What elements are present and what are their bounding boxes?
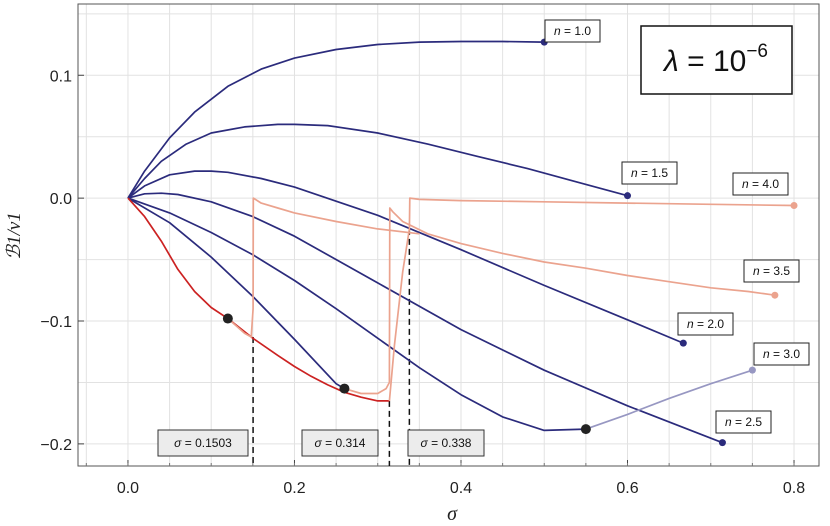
sigma-value: = 0.314 <box>322 436 366 450</box>
curve-label: n = 3.0 <box>763 347 800 361</box>
y-tick-label: −0.1 <box>40 314 72 331</box>
curve-segment <box>585 369 753 430</box>
curve-segment <box>127 197 229 320</box>
curve-label-value: = 1.0 <box>561 24 592 38</box>
end-marker <box>771 291 779 299</box>
end-marker <box>718 439 726 447</box>
lambda-exponent: −6 <box>746 41 768 62</box>
end-marker <box>748 366 756 374</box>
sigma-label: σ = 0.314 <box>315 436 366 450</box>
curve-label-symbol: n <box>753 264 760 278</box>
x-axis-title: σ <box>447 503 458 525</box>
curve-label-box <box>732 172 789 196</box>
curve-segment <box>127 123 628 199</box>
curve-segment <box>344 207 776 395</box>
transition-marker <box>339 383 350 394</box>
curve-label-box <box>677 312 734 336</box>
curve-segment <box>127 170 684 344</box>
curve-label-symbol: n <box>554 24 561 38</box>
sigma-label: σ = 0.1503 <box>174 436 232 450</box>
sigma-symbol: σ <box>315 436 323 450</box>
sigma-label-box <box>407 429 485 457</box>
x-tick-label: 0.0 <box>117 480 139 497</box>
curve-label-symbol: n <box>742 177 749 191</box>
curve-label-box <box>621 161 678 185</box>
curve-label-box <box>743 259 800 283</box>
sigma-value: = 0.1503 <box>181 436 232 450</box>
curve-label-box <box>544 19 601 43</box>
svg-text:λ = 10−6: λ = 10−6 <box>662 41 768 78</box>
curve-label-symbol: n <box>763 347 770 361</box>
sigma-value: = 0.338 <box>428 436 472 450</box>
lambda-annotation: λ = 10−6 <box>640 25 793 95</box>
curve-label: n = 2.5 <box>725 415 762 429</box>
curve-label: n = 1.0 <box>554 24 591 38</box>
sigma-label-box <box>157 429 249 457</box>
lambda-equals: = 10 <box>679 45 747 78</box>
curve-segment <box>127 40 545 199</box>
axis-ticks: 0.0 0.2 0.4 0.6 0.8 0.1 0.0 −0.1 −0.2 <box>40 68 805 497</box>
plot-frame <box>77 3 820 467</box>
curve-label: n = 2.0 <box>687 317 724 331</box>
y-axis-title: ℬ1/v1 <box>4 212 25 260</box>
markers <box>222 38 798 447</box>
end-marker <box>679 339 687 347</box>
lambda-symbol: λ <box>662 45 679 78</box>
sigma-label-box <box>301 429 379 457</box>
x-tick-label: 0.4 <box>450 480 472 497</box>
curve-segment <box>127 197 345 390</box>
end-marker <box>624 192 632 200</box>
sigma-symbol: σ <box>174 436 182 450</box>
x-tick-label: 0.8 <box>783 480 805 497</box>
curve-segment <box>388 197 795 401</box>
curve-segment <box>127 197 586 432</box>
curve-label-value: = 1.5 <box>638 166 669 180</box>
curve-label-value: = 2.5 <box>732 415 763 429</box>
curve-label-symbol: n <box>687 317 694 331</box>
curve-label-value: = 4.0 <box>749 177 780 191</box>
curves <box>127 40 795 444</box>
vertical-reference-lines <box>252 228 411 466</box>
curve-label-symbol: n <box>725 415 732 429</box>
y-tick-label: −0.2 <box>40 437 72 454</box>
curve-segment <box>127 192 723 444</box>
transition-marker <box>580 424 591 435</box>
y-tick-label: 0.0 <box>50 191 72 208</box>
curve-label: n = 1.5 <box>631 166 668 180</box>
curve-label-value: = 3.5 <box>760 264 791 278</box>
y-tick-label: 0.1 <box>50 68 72 85</box>
curve-label-symbol: n <box>631 166 638 180</box>
curve-segment <box>227 317 390 402</box>
curve-label: n = 4.0 <box>742 177 779 191</box>
y-axis-title-text: ℬ1/v1 <box>4 212 25 260</box>
curve-label-value: = 3.0 <box>770 347 801 361</box>
sigma-label: σ = 0.338 <box>421 436 472 450</box>
curve-label-value: = 2.0 <box>694 317 725 331</box>
x-tick-label: 0.6 <box>616 480 638 497</box>
sigma-symbol: σ <box>421 436 429 450</box>
curve-label: n = 3.5 <box>753 264 790 278</box>
curve-segment <box>227 197 420 338</box>
curve-label-box <box>753 342 810 366</box>
end-marker <box>790 202 798 210</box>
grid <box>78 4 819 466</box>
transition-marker <box>222 313 233 324</box>
x-tick-label: 0.2 <box>283 480 305 497</box>
curve-label-box <box>715 410 772 434</box>
